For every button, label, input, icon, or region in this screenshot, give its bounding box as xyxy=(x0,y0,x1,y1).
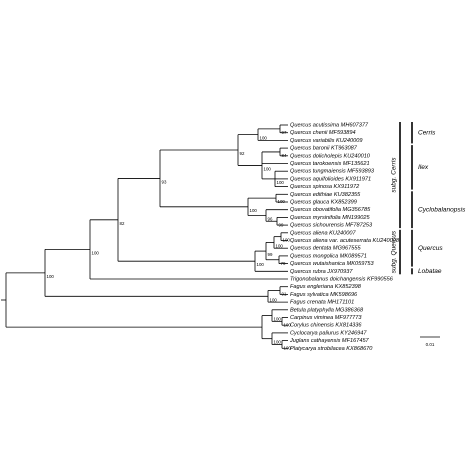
section-label: Cyclobalanopsis xyxy=(418,206,466,213)
section-label: Lobatae xyxy=(418,268,442,275)
taxon-label: Quercus baronii KT963087 xyxy=(290,146,358,152)
support-value: 93 xyxy=(162,179,167,184)
support-value: 96 xyxy=(268,216,273,221)
taxon-label: Quercus variabilis KU240009 xyxy=(290,138,362,144)
support-value: 99 xyxy=(268,252,273,257)
support-value: 100 xyxy=(270,297,278,302)
taxon-label: Quercus aliena var. acuteserrata KU24000… xyxy=(290,238,400,244)
taxon-label: Quercus obovatifolia MG356785 xyxy=(290,207,371,213)
taxon-label: Quercus acutissima MH607377 xyxy=(290,122,369,128)
support-value: 100 xyxy=(257,262,265,267)
support-value: 100 xyxy=(278,199,286,204)
support-value: 100 xyxy=(264,166,272,171)
taxon-label: Fagus crenata MH171101 xyxy=(290,300,354,306)
support-value: 100 xyxy=(250,208,258,213)
subgenus-label: subg. Quercus xyxy=(391,230,398,273)
subgenus-label: subg. Cerris xyxy=(391,157,398,193)
support-value: 100 xyxy=(274,317,282,322)
support-value: 100 xyxy=(260,136,268,141)
support-value: 100 xyxy=(276,243,284,248)
taxon-label: Quercus chenii MF593894 xyxy=(290,130,356,136)
taxon-label: Fagus sylvatica MK598696 xyxy=(290,292,358,298)
support-value: 84 xyxy=(282,153,287,158)
taxon-label: Quercus dentata MG967555 xyxy=(290,246,361,252)
support-value: 100 xyxy=(283,238,291,243)
taxon-label: Carpinus viminea MF977773 xyxy=(290,315,362,321)
taxon-label: Quercus edithiae KU382355 xyxy=(290,192,361,198)
taxon-label: Quercus glauca KX852399 xyxy=(290,199,357,205)
support-value: 92 xyxy=(240,151,245,156)
taxon-label: Quercus spinosa KX911972 xyxy=(290,184,360,190)
section-label: Ilex xyxy=(418,164,429,171)
scale-label: 0.01 xyxy=(426,342,435,347)
taxon-label: Quercus myrsinifolia MN199025 xyxy=(290,215,370,221)
taxon-label: Quercus aquifolioides KX911971 xyxy=(290,176,371,182)
support-value: 91 xyxy=(282,292,287,297)
taxon-label: Betula platyphylla MG386368 xyxy=(290,307,364,313)
section-label: Quercus xyxy=(418,245,443,252)
support-value: 100 xyxy=(284,322,292,327)
taxon-label: Cyclocarya paliurus KY246947 xyxy=(290,330,367,336)
support-value: 97 xyxy=(282,130,287,135)
taxon-label: Platycarya strobilacea KX868670 xyxy=(290,346,373,352)
taxon-label: Trigonobalanus doichangensis KF990556 xyxy=(290,276,394,282)
support-value: 100 xyxy=(92,250,100,255)
support-value: 79 xyxy=(281,261,286,266)
taxon-label: Quercus rubra JX970937 xyxy=(290,269,353,275)
section-label: Cerris xyxy=(418,129,436,136)
taxon-label: Quercus aliena KU240007 xyxy=(290,230,357,236)
support-value: 82 xyxy=(120,221,125,226)
support-value: 100 xyxy=(274,340,282,345)
taxon-label: Quercus wutaishanica MK059753 xyxy=(290,261,375,267)
support-value: 99 xyxy=(279,222,284,227)
taxon-label: Corylus chinensis KX814336 xyxy=(290,323,362,329)
taxon-label: Quercus tarokoensis MF135621 xyxy=(290,161,370,167)
taxon-label: Quercus dolicholepis KU240010 xyxy=(290,153,371,159)
taxon-label: Fagus engleriana KX852398 xyxy=(290,284,362,290)
support-value: 100 xyxy=(47,274,55,279)
taxon-label: Quercus sichourensis MF787253 xyxy=(290,223,373,229)
taxon-label: Quercus tungmaiensis MF593893 xyxy=(290,169,375,175)
taxon-label: Juglans cathayensis MF167457 xyxy=(289,338,370,344)
support-value: 100 xyxy=(284,345,292,350)
support-value: 100 xyxy=(277,180,285,185)
taxon-label: Quercus mongolica MK089571 xyxy=(290,253,367,259)
